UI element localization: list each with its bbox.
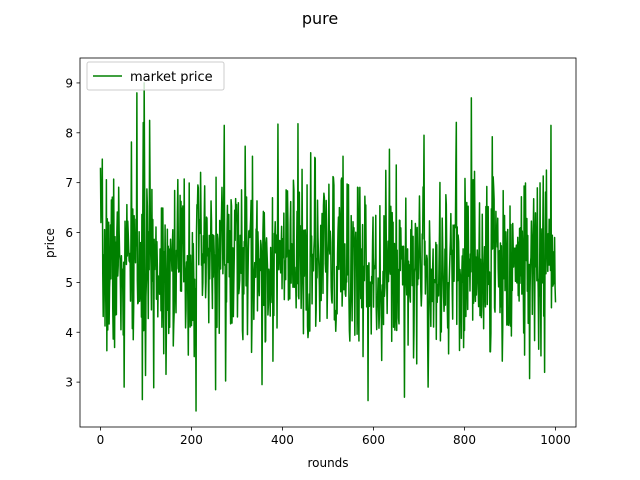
x-tick-label: 200	[180, 433, 203, 447]
y-tick-label: 8	[65, 126, 73, 140]
y-tick-label: 7	[65, 176, 73, 190]
legend-box	[86, 61, 225, 91]
x-axis-label: rounds	[307, 456, 348, 470]
y-tick-label: 4	[65, 326, 73, 340]
plot-area	[79, 57, 577, 428]
y-tick-label: 3	[65, 376, 73, 390]
legend-label-market-price: market price	[130, 70, 213, 85]
x-tick-label: 1000	[540, 433, 571, 447]
y-axis-label: price	[43, 228, 57, 258]
axes-frame	[79, 57, 577, 428]
y-tick-label: 6	[65, 226, 73, 240]
y-tick-label: 5	[65, 276, 73, 290]
chart-title: pure	[302, 9, 338, 28]
legend: market price	[86, 61, 225, 91]
y-tick-label: 9	[65, 76, 73, 90]
series-line-market-price	[99, 82, 557, 412]
x-axis: 0 200 400 600 800 1000	[97, 427, 571, 447]
x-tick-label: 400	[271, 433, 294, 447]
x-tick-label: 0	[97, 433, 105, 447]
y-axis: 3 4 5 6 7 8 9	[65, 76, 80, 390]
x-tick-label: 600	[362, 433, 385, 447]
x-tick-label: 800	[453, 433, 476, 447]
series-layer	[99, 82, 557, 412]
